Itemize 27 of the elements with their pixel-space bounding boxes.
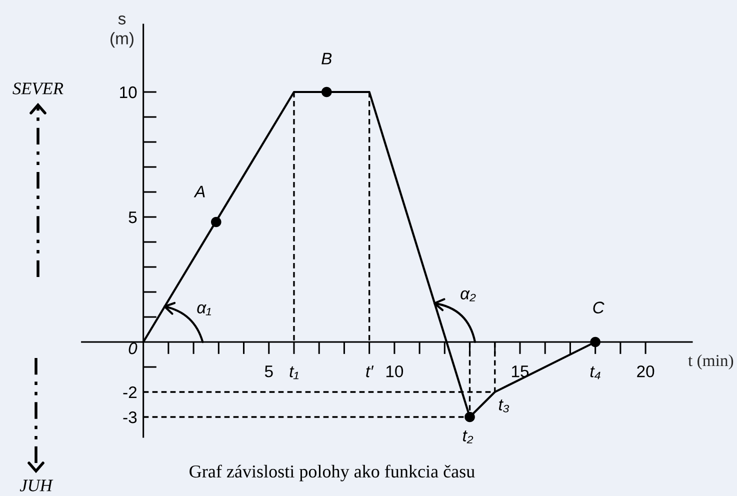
y-tick-label: 0 bbox=[128, 342, 138, 354]
text: Graf závislosti polohy ako funkcia času bbox=[190, 464, 475, 482]
y-tick-label: 5 bbox=[128, 212, 137, 224]
y-tick-label: -3 bbox=[123, 411, 137, 424]
point bbox=[210, 216, 222, 228]
annotation: α₁ bbox=[197, 304, 211, 316]
point bbox=[321, 86, 332, 98]
annotation: B bbox=[322, 52, 332, 64]
y-tick-label: -2 bbox=[123, 386, 137, 398]
x-tick-label: 20 bbox=[637, 365, 654, 378]
x-tick-label: t′ bbox=[366, 366, 374, 378]
x-tick-label: t₄ bbox=[590, 366, 600, 380]
annotation: t₂ bbox=[463, 430, 474, 444]
x-tick-label: t₁ bbox=[290, 366, 299, 380]
x-tick-label: 5 bbox=[264, 366, 273, 378]
annotation: A bbox=[194, 186, 205, 198]
y-tick-label: 10 bbox=[120, 86, 137, 98]
annotation: α₂ bbox=[460, 290, 476, 302]
x-axis-title: t (min) bbox=[688, 354, 734, 370]
annotation: C bbox=[593, 302, 604, 314]
point bbox=[590, 336, 600, 348]
point bbox=[464, 412, 475, 422]
annotation: t₃ bbox=[499, 400, 510, 412]
y-axis-title: s (m) bbox=[110, 15, 134, 48]
text: JUH bbox=[20, 480, 54, 492]
x-tick-label: 10 bbox=[386, 365, 404, 378]
text: SEVER bbox=[12, 82, 64, 94]
